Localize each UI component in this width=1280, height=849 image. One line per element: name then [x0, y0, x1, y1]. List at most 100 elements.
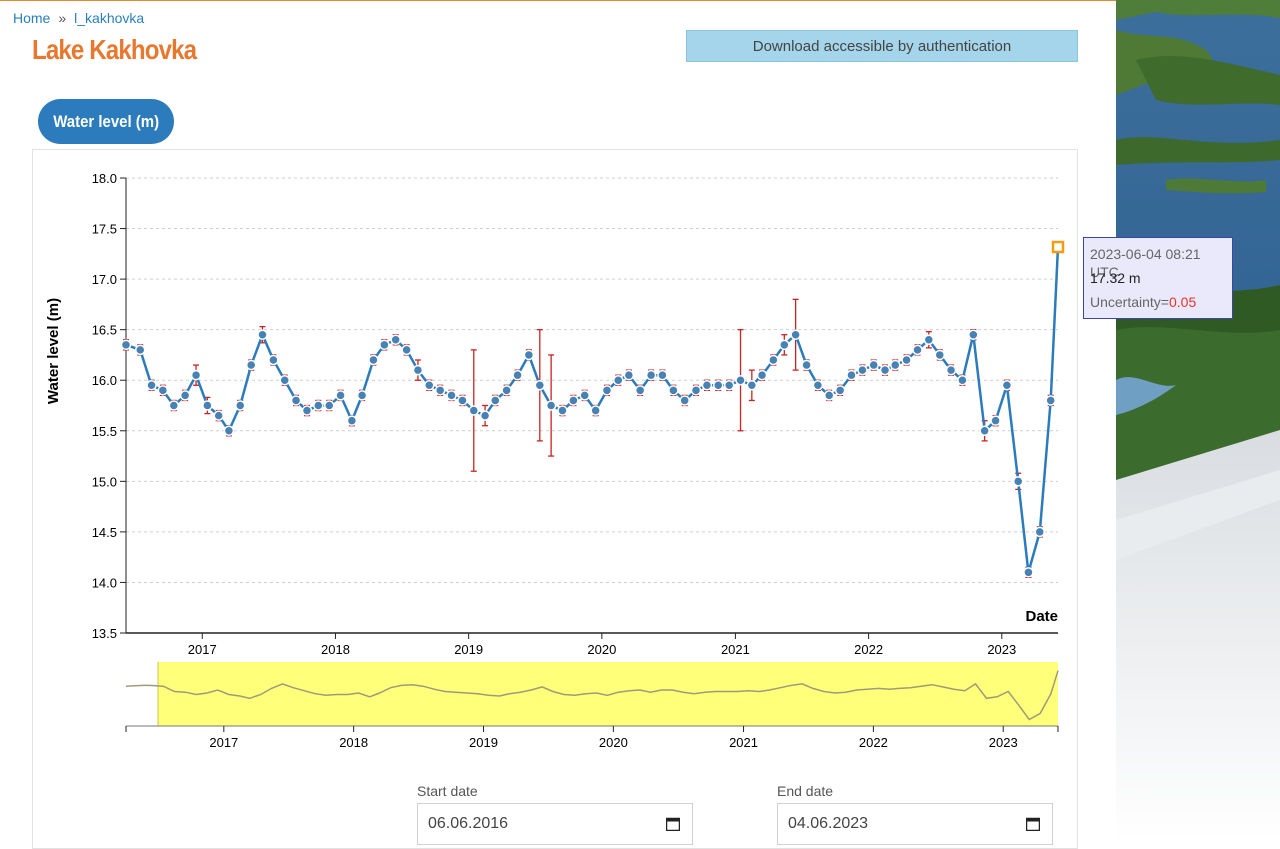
data-point[interactable]	[234, 400, 246, 411]
data-point[interactable]	[590, 405, 601, 416]
data-point[interactable]	[412, 364, 424, 376]
data-point[interactable]	[157, 385, 169, 396]
data-point[interactable]	[735, 374, 746, 386]
data-point[interactable]	[601, 385, 613, 396]
data-point[interactable]	[279, 374, 290, 386]
data-point[interactable]	[368, 354, 379, 366]
data-points[interactable]	[120, 329, 1056, 578]
data-point[interactable]	[557, 405, 568, 416]
data-point[interactable]	[623, 369, 635, 381]
data-point[interactable]	[313, 400, 324, 411]
data-point[interactable]	[912, 344, 923, 356]
data-point[interactable]	[1023, 567, 1034, 578]
calendar-icon[interactable]	[666, 817, 680, 831]
data-point[interactable]	[701, 380, 713, 391]
data-point[interactable]	[257, 329, 268, 340]
breadcrumb: Home » l_kakhovka	[13, 10, 144, 26]
data-point[interactable]	[146, 380, 157, 391]
data-point[interactable]	[223, 425, 235, 437]
data-point[interactable]	[479, 410, 491, 421]
data-point[interactable]	[190, 369, 202, 381]
data-point[interactable]	[957, 374, 968, 386]
data-point[interactable]	[868, 359, 879, 371]
data-point[interactable]	[534, 380, 546, 391]
data-point[interactable]	[801, 359, 812, 371]
data-point[interactable]	[1045, 395, 1056, 406]
data-point[interactable]	[390, 334, 401, 346]
data-point[interactable]	[512, 369, 523, 381]
data-point[interactable]	[202, 400, 213, 411]
data-point[interactable]	[523, 349, 535, 361]
data-point[interactable]	[468, 405, 480, 416]
data-point[interactable]	[690, 385, 702, 396]
data-point[interactable]	[1012, 476, 1024, 487]
data-point[interactable]	[490, 395, 501, 406]
data-point[interactable]	[290, 395, 302, 406]
data-point[interactable]	[645, 369, 657, 381]
data-point[interactable]	[613, 374, 624, 386]
download-button[interactable]: Download accessible by authentication	[686, 30, 1078, 62]
data-point[interactable]	[446, 390, 457, 401]
data-point[interactable]	[423, 380, 435, 391]
start-date-input[interactable]: 06.06.2016	[417, 803, 693, 845]
data-point[interactable]	[945, 364, 957, 376]
data-point[interactable]	[857, 364, 868, 376]
data-point[interactable]	[213, 410, 224, 421]
data-point[interactable]	[901, 354, 912, 366]
data-point[interactable]	[401, 344, 412, 356]
navigator-tick-label: 2023	[989, 735, 1018, 750]
data-point[interactable]	[934, 349, 946, 361]
data-point[interactable]	[634, 385, 646, 396]
data-point[interactable]	[713, 380, 724, 391]
data-point[interactable]	[356, 390, 368, 401]
data-point[interactable]	[879, 364, 891, 376]
data-point[interactable]	[790, 329, 801, 340]
data-point[interactable]	[923, 334, 935, 346]
data-point[interactable]	[168, 400, 180, 411]
data-point[interactable]	[268, 354, 279, 366]
data-point[interactable]	[679, 395, 690, 406]
data-point[interactable]	[179, 390, 191, 401]
data-point[interactable]	[723, 380, 735, 391]
water-level-tab-label: Water level (m)	[53, 112, 159, 131]
data-point[interactable]	[979, 425, 990, 437]
data-point[interactable]	[779, 339, 790, 351]
data-point[interactable]	[1034, 526, 1046, 538]
data-point[interactable]	[120, 339, 132, 351]
data-point[interactable]	[245, 359, 257, 371]
data-point[interactable]	[579, 390, 590, 401]
end-date-input[interactable]: 04.06.2023	[777, 803, 1053, 845]
data-point[interactable]	[434, 385, 446, 396]
data-point[interactable]	[657, 369, 668, 381]
data-point[interactable]	[335, 390, 346, 401]
water-level-tab[interactable]: Water level (m)	[38, 99, 174, 144]
data-point[interactable]	[545, 400, 557, 411]
breadcrumb-home-link[interactable]: Home	[13, 10, 51, 26]
data-point[interactable]	[846, 369, 857, 381]
data-point[interactable]	[346, 415, 358, 426]
data-point[interactable]	[301, 405, 313, 416]
data-point[interactable]	[134, 344, 146, 356]
data-point[interactable]	[990, 415, 1001, 426]
calendar-icon[interactable]	[1026, 817, 1040, 831]
top-accent-line	[0, 0, 1116, 1]
data-point[interactable]	[568, 395, 579, 406]
data-point[interactable]	[968, 329, 979, 340]
navigator-selection[interactable]	[158, 662, 1058, 726]
data-point[interactable]	[324, 400, 335, 411]
data-point[interactable]	[1001, 380, 1013, 391]
data-point[interactable]	[379, 339, 390, 351]
data-point[interactable]	[768, 354, 779, 366]
data-point[interactable]	[812, 380, 824, 391]
data-point[interactable]	[834, 385, 846, 396]
data-point[interactable]	[746, 380, 758, 391]
data-point[interactable]	[823, 390, 835, 401]
start-date-label: Start date	[417, 783, 478, 799]
breadcrumb-current-link[interactable]: l_kakhovka	[74, 10, 145, 26]
data-point[interactable]	[889, 359, 901, 371]
data-point[interactable]	[756, 369, 768, 381]
data-point[interactable]	[457, 395, 468, 406]
data-point[interactable]	[668, 385, 679, 396]
data-point[interactable]	[501, 385, 512, 396]
